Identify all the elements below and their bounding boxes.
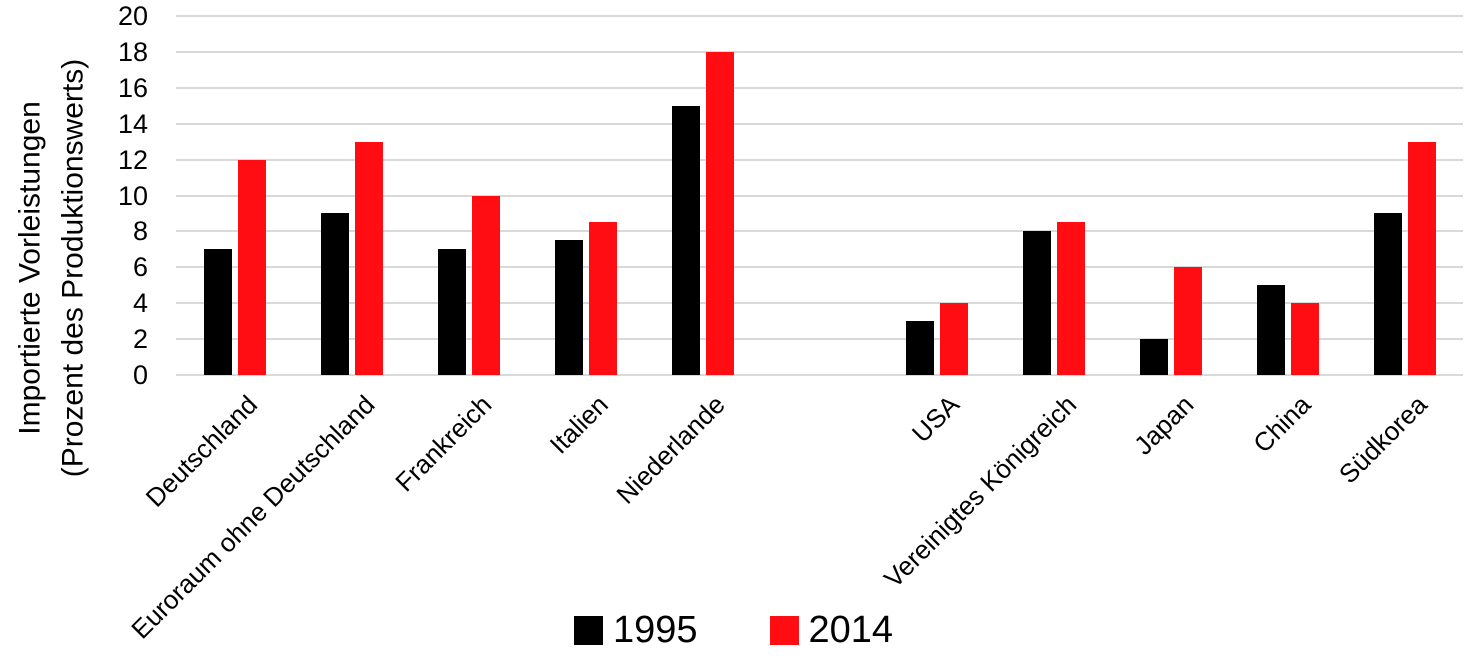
category-label: China [1246,389,1317,459]
legend-swatch-1995 [573,615,603,645]
category-label: Japan [1127,389,1200,461]
bar-1995 [203,249,232,375]
bar-2014 [471,195,500,375]
category-label: Vereinigtes Königreich [877,389,1083,594]
y-tick-label: 12 [117,144,148,175]
legend-swatch-2014 [769,615,799,645]
y-tick-label: 18 [117,36,148,67]
bar-1995 [320,213,349,375]
legend-label: 2014 [808,609,894,651]
y-tick-label: 10 [117,180,148,211]
y-tick-label: 0 [132,360,148,390]
gridline [176,374,1463,376]
category-label: Südkorea [1333,389,1434,490]
category-label: Deutschland [139,389,264,513]
category-label: USA [905,389,966,449]
legend-item-2014: 2014 [769,609,894,651]
gridline [176,15,1463,17]
category-label: Frankreich [388,389,498,498]
y-tick-label: 2 [132,324,148,355]
bar-1995 [1256,285,1285,375]
bar-1995 [671,105,700,375]
bar-2014 [354,141,383,375]
y-tick-label: 6 [132,252,148,283]
gridline [176,158,1463,161]
bar-2014 [588,222,617,375]
bar-1995 [1022,231,1051,375]
gridline [176,50,1463,53]
y-tick-label: 8 [132,216,148,247]
gridline [176,338,1463,341]
bar-2014 [1290,303,1319,375]
gridline [176,194,1463,197]
bar-2014 [1407,141,1436,375]
y-tick-label: 14 [117,108,148,139]
y-tick-label: 20 [117,1,148,31]
bar-2014 [1173,267,1202,375]
category-label: Niederlande [610,389,732,510]
category-label: Italien [543,389,615,460]
gridline [176,302,1463,305]
gridline [176,266,1463,269]
gridline [176,122,1463,125]
legend: 1995 2014 [0,606,1467,654]
gridline [176,230,1463,233]
bar-2014 [939,303,968,375]
bar-1995 [554,240,583,375]
y-tick-label: 4 [132,288,148,319]
gridline [176,86,1463,89]
bar-1995 [1139,339,1168,375]
bar-2014 [1056,222,1085,375]
y-tick-label: 16 [117,72,148,103]
legend-item-1995: 1995 [573,609,698,651]
bar-2014 [705,51,734,375]
legend-label: 1995 [612,609,698,651]
bar-1995 [437,249,466,375]
bar-1995 [1373,213,1402,375]
bar-2014 [237,159,266,375]
bar-1995 [905,321,934,375]
